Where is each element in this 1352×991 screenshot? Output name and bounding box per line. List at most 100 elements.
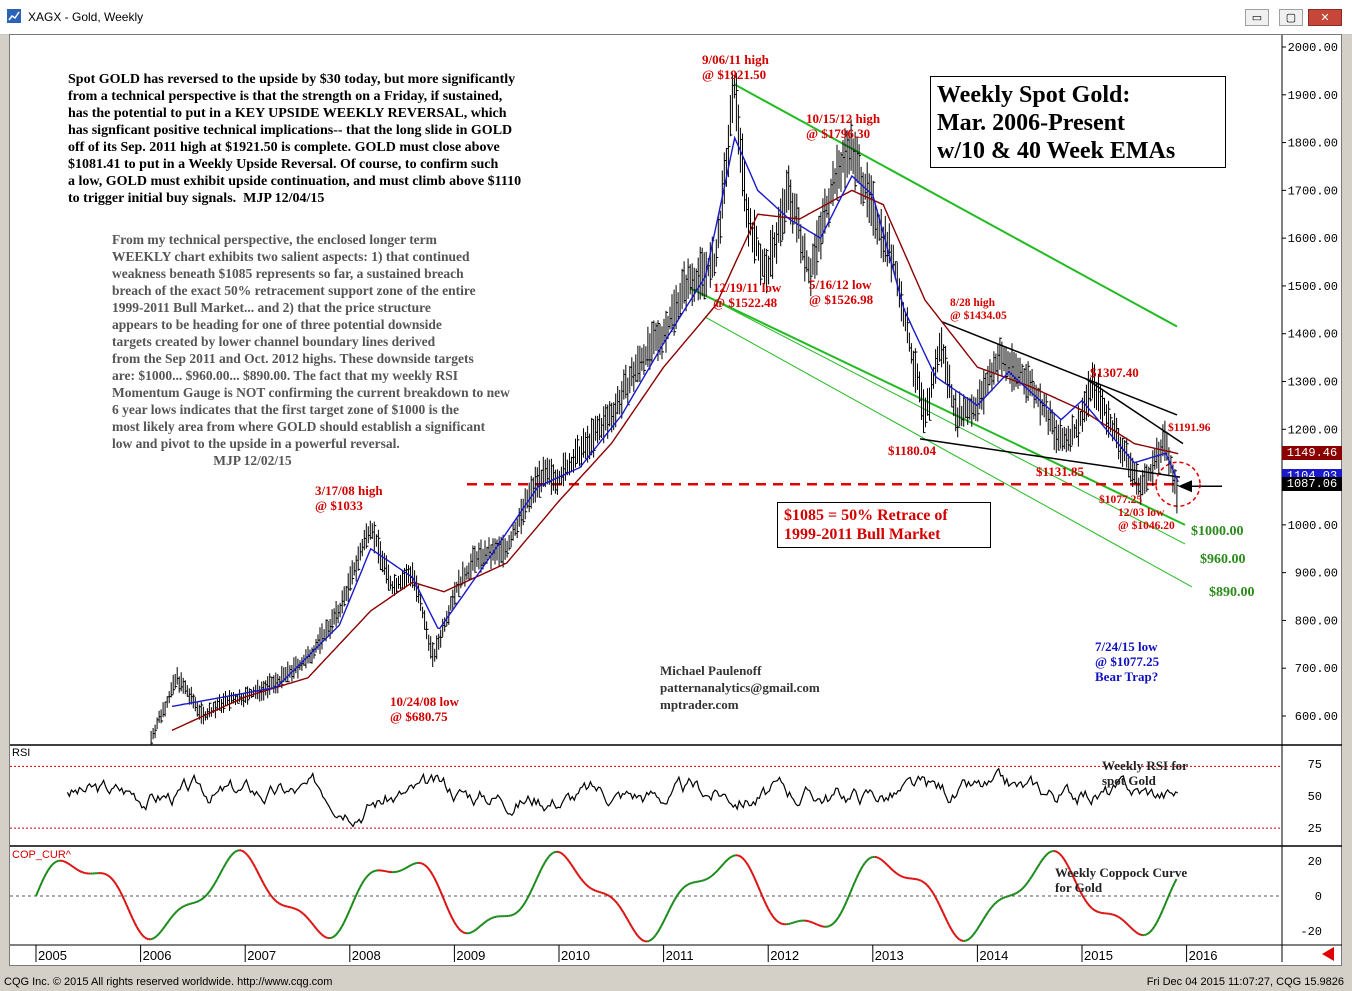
coppock-segment — [1087, 903, 1091, 908]
coppock-segment — [139, 932, 144, 937]
coppock-segment — [980, 918, 985, 924]
coppock-segment — [437, 885, 442, 892]
coppock-segment — [990, 904, 995, 909]
close-button[interactable]: ✕ — [1308, 9, 1342, 26]
coppock-segment — [457, 927, 462, 931]
coppock-segment — [888, 865, 892, 870]
coppock-segment — [107, 874, 112, 879]
coppock-segment — [449, 913, 454, 919]
coppock-segment — [262, 882, 267, 888]
coppock-segment — [866, 858, 870, 862]
coppock-segment — [1093, 909, 1097, 912]
coppock-segment — [516, 910, 520, 914]
coppock-segment — [900, 875, 904, 878]
coppock-segment — [81, 871, 85, 874]
coppock-segment — [510, 913, 514, 917]
coppock-segment — [304, 915, 309, 919]
rsi-tick-label: 75 — [1308, 758, 1322, 772]
coppock-segment — [763, 900, 768, 906]
coppock-segment — [835, 916, 840, 921]
coppock-segment — [468, 931, 471, 935]
coppock-segment — [1089, 905, 1093, 910]
coppock-segment — [306, 917, 311, 921]
price-bars-series — [150, 72, 1179, 745]
coppock-segment — [512, 912, 516, 916]
coppock-segment — [470, 930, 473, 934]
coppock-segment — [1119, 917, 1123, 921]
coppock-segment — [1113, 914, 1117, 917]
coppock-segment — [999, 897, 1003, 901]
coppock-segment — [119, 891, 124, 897]
coppock-segment — [192, 901, 196, 905]
price-tick-label: 900.00 — [1295, 567, 1338, 581]
coppock-segment — [154, 935, 158, 939]
maximize-button[interactable]: ▢ — [1279, 9, 1303, 26]
upper-channel-line — [734, 83, 1178, 328]
coppock-segment — [182, 904, 186, 908]
rsi-panel-label: RSI — [12, 747, 31, 759]
coppock-segment — [202, 895, 206, 900]
coppock-segment — [310, 922, 315, 926]
coppock-segment — [737, 854, 741, 858]
coppock-segment — [1022, 884, 1027, 888]
coppock-segment — [1115, 914, 1119, 918]
coppock-segment — [992, 902, 997, 906]
coppock-segment — [882, 860, 886, 864]
coppock-segment — [689, 881, 693, 885]
coppock-segment — [445, 904, 450, 911]
coppock-segment — [176, 908, 180, 913]
coppock-segment — [1067, 865, 1071, 871]
coppock-segment — [598, 890, 602, 894]
coppock-segment — [920, 879, 924, 883]
coppock-segment — [1127, 924, 1131, 928]
coppock-segment — [880, 858, 884, 862]
coppock-segment — [49, 864, 53, 868]
minimize-button[interactable]: ▭ — [1245, 9, 1269, 26]
coppock-segment — [932, 892, 937, 898]
coppock-segment — [260, 878, 265, 884]
coppock-segment — [146, 937, 149, 941]
coppock-segment — [409, 863, 413, 867]
coppock-segment — [884, 861, 888, 866]
coppock-segment — [1169, 886, 1174, 893]
coppock-segment — [411, 862, 415, 866]
coppock-segment — [982, 915, 987, 920]
coppock-segment — [986, 909, 991, 914]
coppock-segment — [447, 909, 452, 915]
coppock-segment — [954, 934, 959, 939]
coppock-segment — [894, 871, 898, 875]
coppock-segment — [123, 899, 128, 906]
coppock-segment — [481, 921, 486, 925]
coppock-segment — [413, 862, 417, 865]
coppock-segment — [833, 919, 838, 923]
coppock-segment — [626, 918, 631, 924]
coppock-segment — [936, 899, 941, 905]
coppock-segment — [723, 860, 727, 865]
coppock-segment — [519, 905, 524, 910]
coppock-segment — [552, 851, 556, 854]
coppock-segment — [1171, 882, 1176, 888]
coppock-segment — [1155, 918, 1160, 924]
coppock-segment — [131, 917, 136, 924]
coppock-segment — [35, 890, 39, 897]
price-tick-label: 1200.00 — [1288, 423, 1338, 437]
coppock-segment — [596, 890, 600, 893]
coppock-segment — [1017, 890, 1021, 894]
coppock-segment — [775, 919, 779, 923]
annotation-12-03-low: 12/03 low @ $1046.20 — [1118, 507, 1175, 532]
coppock-segment — [529, 886, 534, 893]
coppock-segment — [451, 918, 456, 923]
coppock-segment — [701, 879, 705, 882]
coppock-segment — [814, 922, 817, 926]
coppock-segment — [232, 851, 236, 855]
coppock-segment — [1157, 914, 1162, 920]
coppock-segment — [743, 858, 747, 863]
coppock-segment — [749, 868, 754, 874]
coppock-segment — [527, 891, 532, 897]
coppock-segment — [200, 897, 204, 901]
coppock-segment — [537, 869, 542, 875]
coppock-segment — [685, 883, 689, 887]
coppock-segment — [1159, 910, 1164, 916]
coppock-segment — [533, 878, 538, 884]
price-tick-label: 1500.00 — [1288, 280, 1338, 294]
